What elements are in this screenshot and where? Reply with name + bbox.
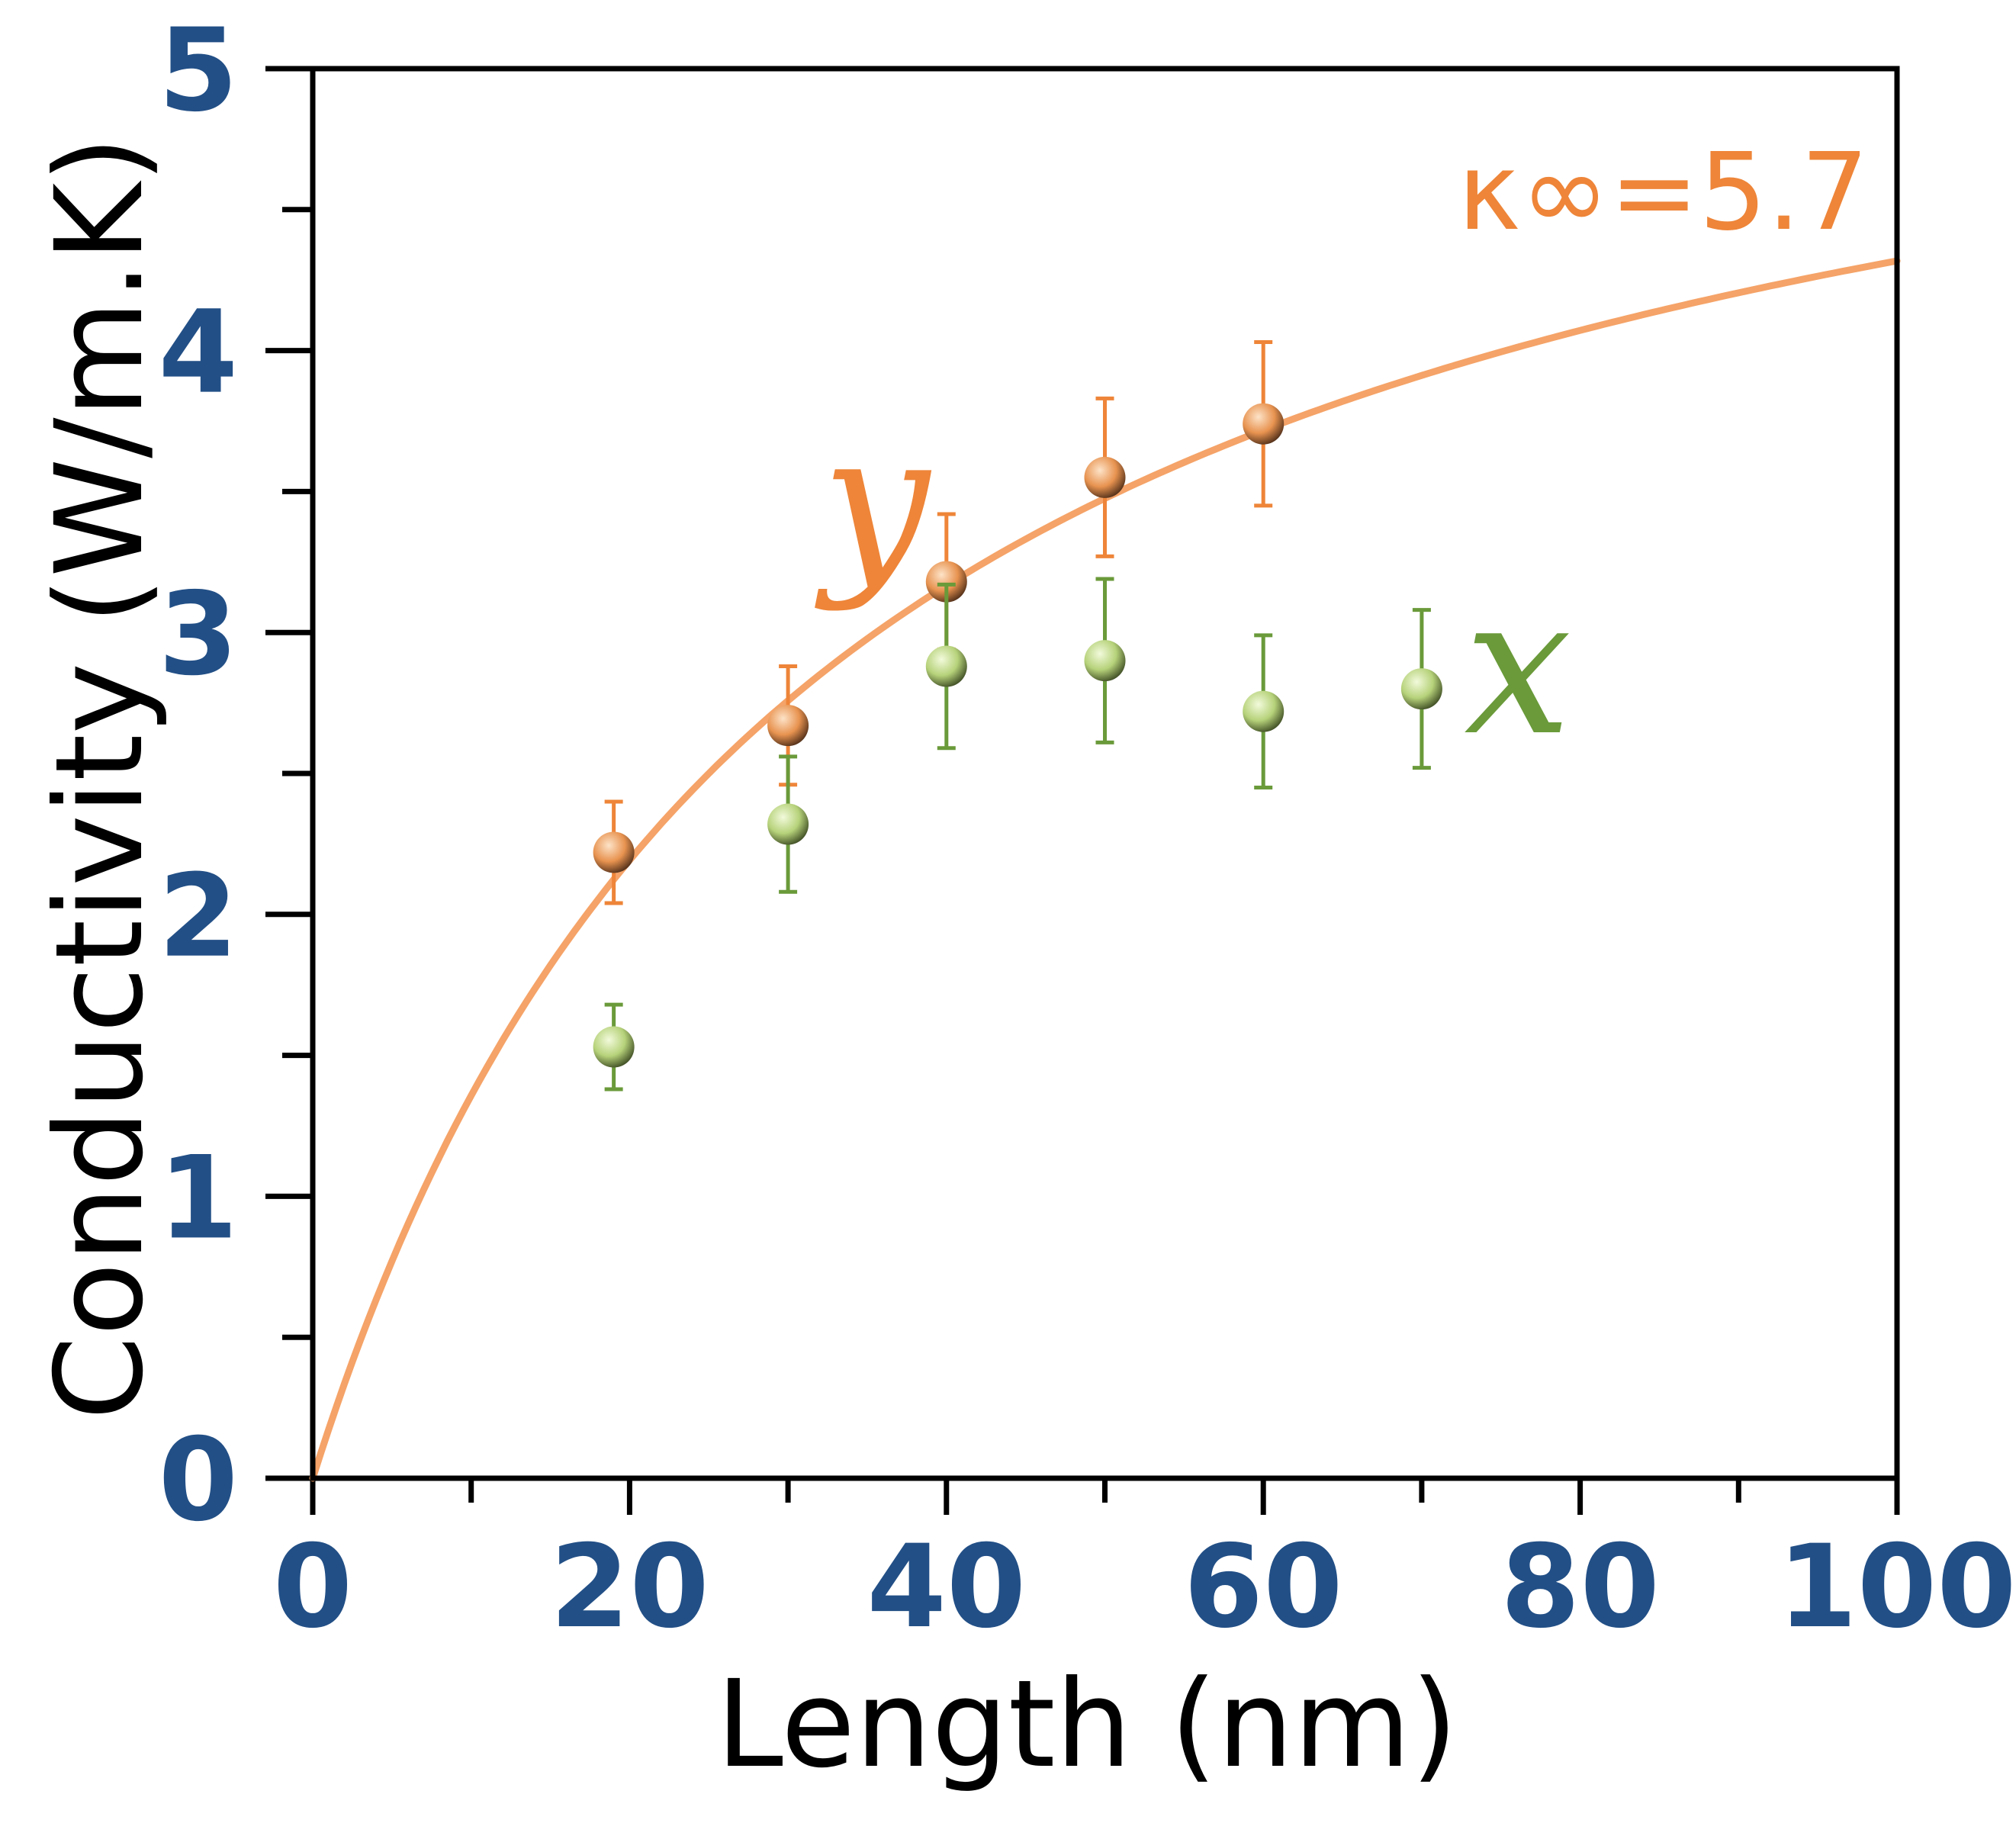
y-tick-label: 5: [159, 5, 238, 137]
series-x-point: [593, 1002, 635, 1092]
axis-ticks: [265, 66, 1900, 1515]
x-tick-label: 80: [1500, 1521, 1660, 1654]
plot-frame: [310, 66, 1900, 1481]
series-x-point: [925, 582, 967, 751]
x-axis-label: Length (nm): [716, 1654, 1458, 1795]
data-marker: [1243, 403, 1285, 445]
series-label-x: x: [1465, 555, 1572, 777]
y-tick-label: 0: [159, 1414, 238, 1547]
y-tick-label: 2: [159, 850, 238, 983]
series-y-point: [1243, 340, 1285, 508]
y-tick-label: 3: [159, 568, 238, 701]
fit-label: κ∞=5.7: [1458, 130, 1869, 255]
data-marker: [1243, 690, 1285, 732]
data-points-layer: [593, 340, 1442, 1092]
x-tick-label: 0: [273, 1521, 352, 1654]
x-tick-label: 100: [1777, 1521, 2016, 1654]
data-marker: [1400, 668, 1442, 710]
data-marker: [925, 645, 967, 687]
x-tick-label: 40: [867, 1521, 1026, 1654]
y-tick-label: 4: [159, 287, 238, 420]
series-x-point: [1400, 608, 1442, 770]
tick-labels-layer: 0 20 40 60 80 100 0 1 2 3 4 5: [159, 5, 2016, 1654]
data-marker: [1084, 456, 1126, 498]
series-y-point: [1084, 396, 1126, 558]
x-tick-label: 20: [550, 1521, 709, 1654]
y-tick-label: 1: [159, 1132, 238, 1265]
data-marker: [925, 561, 967, 603]
series-x-point: [767, 754, 809, 894]
data-marker: [767, 803, 809, 845]
data-marker: [767, 705, 809, 747]
series-y-point: [593, 799, 635, 905]
data-marker: [593, 1026, 635, 1068]
x-tick-label: 60: [1184, 1521, 1343, 1654]
y-axis-label: Conductivity (W/m.K): [30, 136, 170, 1420]
data-marker: [593, 831, 635, 873]
series-x-point: [1084, 577, 1126, 744]
series-label-y: y: [814, 391, 931, 613]
series-x-point: [1243, 633, 1285, 789]
data-marker: [1084, 640, 1126, 682]
